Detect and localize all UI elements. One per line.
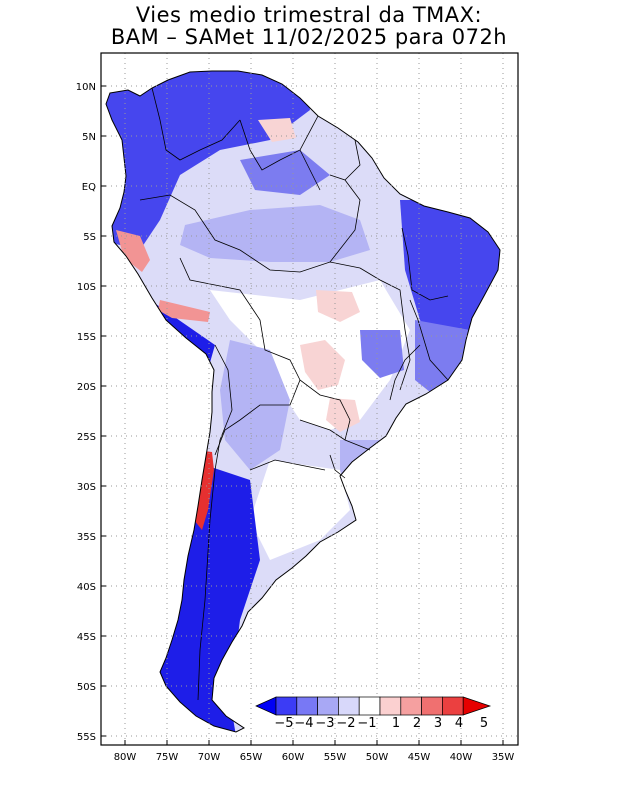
lat-label: 50S	[77, 682, 96, 693]
field-neutral-pampas	[250, 460, 350, 560]
colorbar-box-5	[358, 696, 381, 716]
lat-label: EQ	[82, 182, 96, 193]
lon-label: 50W	[366, 752, 389, 763]
colorbar-box-3	[317, 696, 339, 716]
lat-label: 5S	[83, 232, 96, 243]
map-title-line-1: Vies medio trimestral da TMAX:	[135, 3, 483, 27]
colorbar: −5 −4 −3 −2 −1 1 2 3 4 5	[255, 696, 492, 731]
field-positive-central-brazil	[316, 290, 360, 322]
lon-label: 80W	[114, 752, 137, 763]
lon-label: 55W	[324, 752, 347, 763]
map-area: −5 −4 −3 −2 −1 1 2 3 4 5	[101, 53, 518, 745]
colorbar-label: 5	[480, 716, 488, 731]
lon-label: 35W	[492, 752, 515, 763]
colorbar-box-1	[275, 696, 298, 716]
graticule	[101, 53, 518, 745]
colorbar-label: −2	[336, 716, 355, 731]
lon-label: 65W	[240, 752, 263, 763]
colorbar-label: −3	[315, 716, 334, 731]
map-title-line-2: BAM – SAMet 11/02/2025 para 072h	[110, 25, 508, 49]
lon-label: 75W	[156, 752, 179, 763]
lat-label: 20S	[77, 382, 96, 393]
colorbar-box-2	[296, 696, 318, 716]
colorbar-label: 1	[392, 716, 400, 731]
field-positive-ecuador	[116, 230, 150, 272]
axis-ticks	[101, 85, 504, 745]
lat-label: 55S	[77, 732, 96, 743]
lat-label: 10N	[76, 82, 96, 93]
coastline	[105, 70, 501, 733]
lat-label: 15S	[77, 332, 96, 343]
longitude-labels: 80W 75W 70W 65W 60W 55W 50W 45W 40W 35W	[114, 752, 515, 763]
colorbar-arrow-right	[462, 696, 492, 716]
colorbar-label: −1	[357, 716, 376, 731]
lat-label: 40S	[77, 582, 96, 593]
colorbar-label: 2	[413, 716, 421, 731]
lon-label: 70W	[198, 752, 221, 763]
field-moderate-negative-north	[240, 150, 330, 195]
field-positive-pantanal	[300, 340, 345, 390]
lat-label: 35S	[77, 532, 96, 543]
colorbar-box-6	[379, 696, 402, 716]
lat-label: 5N	[82, 132, 96, 143]
lat-label: 30S	[77, 482, 96, 493]
field-weak-negative-amazon	[180, 205, 370, 262]
colorbar-label: −5	[274, 716, 293, 731]
field-positive-peru	[158, 300, 210, 322]
latitude-labels: 10N 5N EQ 5S 10S 15S 20S 25S 30S 35S 40S…	[76, 82, 96, 743]
colorbar-box-4	[338, 696, 360, 716]
lon-label: 60W	[282, 752, 305, 763]
map-frame	[100, 52, 519, 746]
lon-label: 45W	[408, 752, 431, 763]
field-moderate-negative-planalto	[360, 330, 404, 378]
lat-label: 10S	[77, 282, 96, 293]
lon-label: 40W	[450, 752, 473, 763]
lat-label: 45S	[77, 632, 96, 643]
colorbar-box-8	[421, 696, 443, 716]
colorbar-label: −4	[294, 716, 313, 731]
colorbar-label: 4	[455, 716, 463, 731]
colorbar-box-9	[442, 696, 464, 716]
colorbar-label: 3	[434, 716, 442, 731]
colorbar-box-7	[400, 696, 422, 716]
lat-label: 25S	[77, 432, 96, 443]
field-strong-negative-northwest	[106, 71, 310, 250]
field-weak-negative-chaco	[220, 340, 290, 470]
